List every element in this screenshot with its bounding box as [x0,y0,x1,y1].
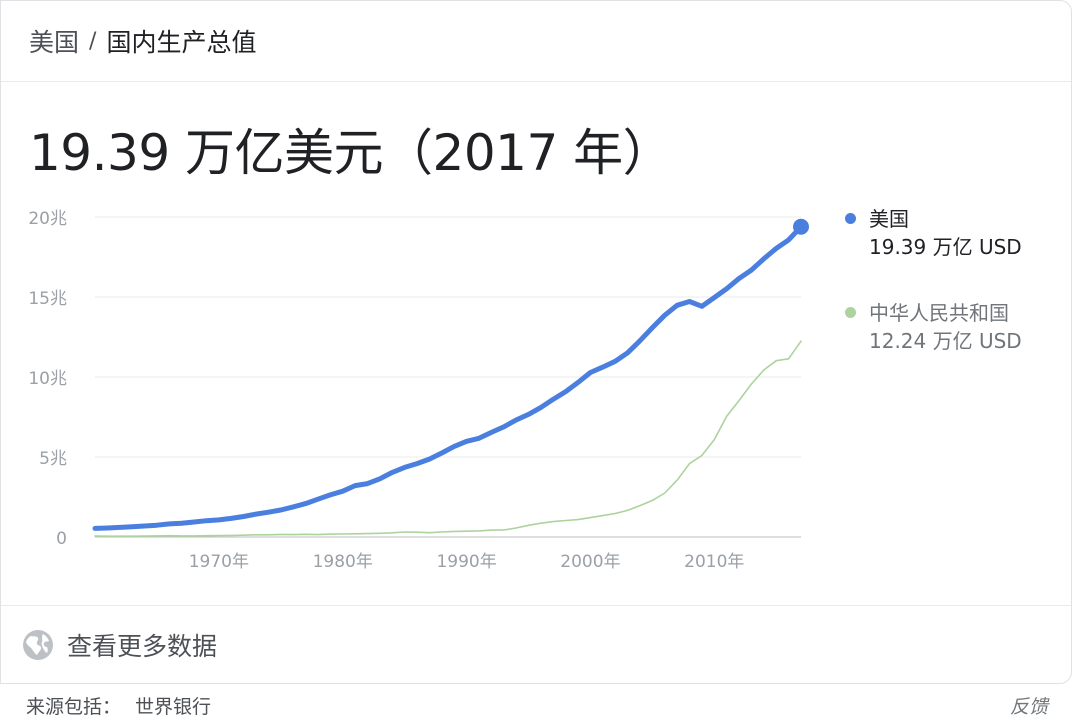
y-tick-label: 15兆 [28,289,67,309]
gdp-card: 美国 / 国内生产总值 19.39 万亿美元（2017 年） 0 5兆 10兆 15兆… [0,0,1072,684]
more-data-label: 查看更多数据 [67,632,218,661]
x-tick-label: 1970年 [189,552,249,572]
feedback-link[interactable]: 反馈 [1009,696,1048,718]
footer-divider [1,605,1071,606]
y-tick-label: 10兆 [28,369,67,389]
y-tick-label: 0 [56,529,67,549]
source-attribution: 来源包括： 世界银行 [26,692,211,719]
breadcrumb: 美国 / 国内生产总值 [29,23,256,59]
globe-icon [23,630,53,660]
legend-value-usa: 19.39 万亿 USD [869,235,1022,259]
source-label: 来源包括： [26,696,122,718]
x-axis-tick-labels: 1970年 1980年 1990年 2000年 2010年 [189,552,745,572]
breadcrumb-topic: 国内生产总值 [106,28,257,57]
chart-series [92,218,809,538]
series-line-china[interactable] [94,340,802,538]
series-endpoint-usa[interactable] [793,218,809,235]
legend-item-usa[interactable]: 美国 19.39 万亿 USD [845,205,1065,261]
y-tick-label: 20兆 [28,209,67,229]
legend-dot-usa [845,213,856,224]
legend-item-china[interactable]: 中华人民共和国 12.24 万亿 USD [845,299,1065,355]
legend-name-usa: 美国 [869,207,909,231]
x-tick-label: 1990年 [436,552,496,572]
source-org[interactable]: 世界银行 [135,696,212,718]
breadcrumb-separator: / [89,28,97,54]
breadcrumb-country[interactable]: 美国 [29,28,80,57]
legend-dot-china [845,307,856,318]
header-divider [1,81,1071,82]
y-tick-label: 5兆 [39,449,67,469]
x-tick-label: 2000年 [560,552,620,572]
legend-value-china: 12.24 万亿 USD [869,329,1022,353]
chart-grid [95,216,801,538]
legend-name-china: 中华人民共和国 [869,301,1009,325]
more-data-link[interactable]: 查看更多数据 [21,625,217,665]
gdp-line-chart[interactable]: 0 5兆 10兆 15兆 20兆 1970年 1980年 1990年 2000年 2010年 [1,191,821,591]
series-line-usa[interactable] [92,224,804,531]
x-tick-label: 2010年 [684,552,744,572]
chart-legend: 美国 19.39 万亿 USD 中华人民共和国 12.24 万亿 USD [845,205,1065,393]
headline-value: 19.39 万亿美元（2017 年） [29,124,673,182]
y-axis-tick-labels: 0 5兆 10兆 15兆 20兆 [28,209,67,549]
x-tick-label: 1980年 [313,552,373,572]
